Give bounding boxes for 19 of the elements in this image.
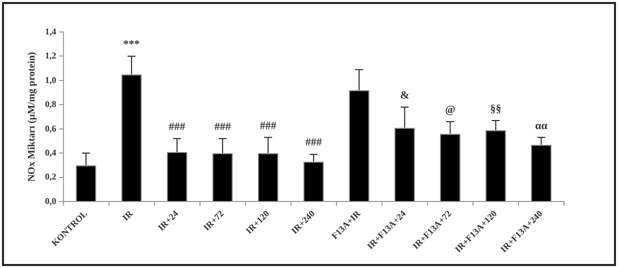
annotation: &: [400, 89, 410, 102]
annotation: @: [445, 104, 456, 116]
annotation: ###: [168, 120, 186, 133]
annotation: αα: [535, 120, 548, 132]
annotation: ###: [214, 120, 232, 133]
y-tick-label: 0,8: [45, 99, 57, 110]
annotation: §§: [490, 102, 502, 115]
annotation: ***: [123, 38, 140, 51]
annotation: ###: [260, 120, 277, 132]
y-tick-label: 0,0: [45, 196, 57, 206]
y-axis-title: NOx Miktarı (µM/mg protein): [26, 52, 38, 182]
y-tick-label: 1,4: [45, 26, 57, 36]
y-tick-label: 1,0: [45, 74, 57, 85]
y-tick-label: 0,6: [45, 123, 57, 134]
annotation: ###: [305, 136, 322, 149]
x-tick-label: IR: [120, 208, 135, 223]
y-tick-label: 0,4: [45, 148, 57, 158]
y-tick-label: 1,2: [45, 50, 57, 61]
y-tick-label: 0,2: [45, 172, 57, 182]
